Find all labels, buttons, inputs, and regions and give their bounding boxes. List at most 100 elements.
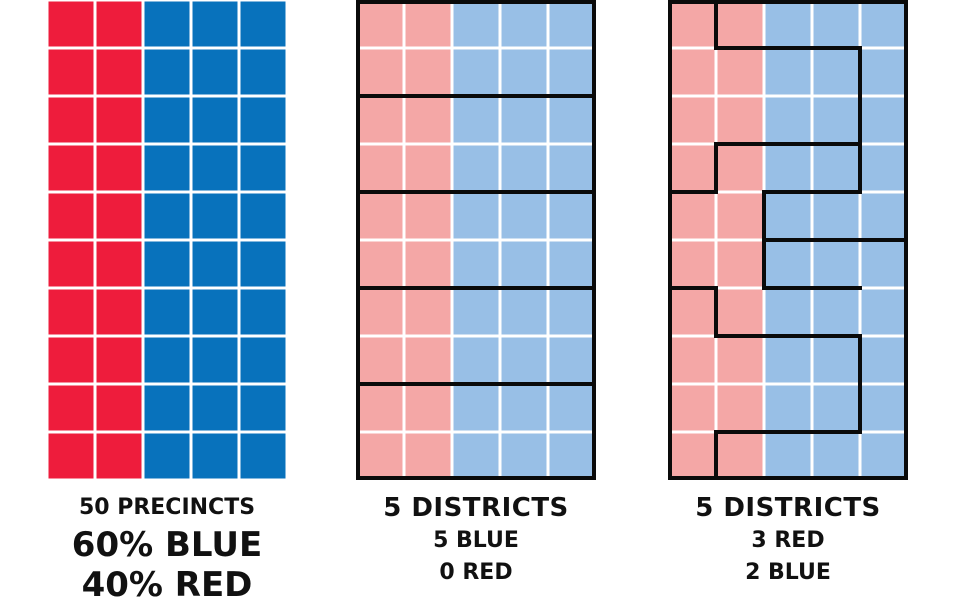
red-precinct bbox=[669, 97, 715, 143]
red-precinct bbox=[717, 433, 763, 479]
blue-precinct bbox=[861, 337, 907, 383]
blue-precinct bbox=[144, 193, 190, 239]
blue-precinct bbox=[453, 289, 499, 335]
red-precinct bbox=[405, 289, 451, 335]
red-precinct bbox=[96, 241, 142, 287]
blue-precinct bbox=[861, 241, 907, 287]
blue-precinct bbox=[144, 385, 190, 431]
blue-precinct bbox=[861, 289, 907, 335]
blue-precinct bbox=[240, 289, 286, 335]
gerrymandered-district-grid bbox=[668, 0, 908, 480]
fair-districts-blue-count: 5 BLUE bbox=[433, 528, 519, 553]
blue-precinct bbox=[144, 241, 190, 287]
red-precinct bbox=[357, 337, 403, 383]
red-precinct bbox=[96, 289, 142, 335]
red-precinct bbox=[96, 145, 142, 191]
precinct-count-label: 50 PRECINCTS bbox=[78, 495, 256, 520]
blue-precinct bbox=[501, 1, 547, 47]
blue-precinct bbox=[192, 145, 238, 191]
red-precinct bbox=[96, 97, 142, 143]
blue-precinct bbox=[192, 289, 238, 335]
blue-precinct bbox=[765, 433, 811, 479]
red-precinct bbox=[669, 241, 715, 287]
red-precinct bbox=[717, 193, 763, 239]
blue-precinct bbox=[501, 145, 547, 191]
blue-precinct bbox=[549, 385, 595, 431]
gerrymandered-panel: 5 DISTRICTS 3 RED 2 BLUE bbox=[668, 0, 908, 584]
red-precinct bbox=[717, 49, 763, 95]
blue-precinct bbox=[765, 289, 811, 335]
blue-precinct bbox=[549, 145, 595, 191]
red-precinct bbox=[717, 1, 763, 47]
blue-precinct bbox=[813, 241, 859, 287]
blue-precinct bbox=[192, 241, 238, 287]
red-precinct bbox=[96, 385, 142, 431]
blue-precinct bbox=[501, 289, 547, 335]
district-boundary bbox=[668, 286, 862, 480]
blue-precinct bbox=[861, 49, 907, 95]
red-precinct bbox=[669, 1, 715, 47]
red-precinct bbox=[48, 433, 94, 479]
red-precinct bbox=[405, 337, 451, 383]
red-precinct bbox=[717, 385, 763, 431]
red-precinct bbox=[48, 97, 94, 143]
blue-precinct bbox=[861, 433, 907, 479]
red-precinct bbox=[669, 289, 715, 335]
blue-precinct bbox=[192, 385, 238, 431]
blue-precinct bbox=[453, 49, 499, 95]
red-precinct bbox=[357, 97, 403, 143]
blue-precinct bbox=[765, 1, 811, 47]
red-precinct bbox=[96, 433, 142, 479]
blue-precinct bbox=[765, 385, 811, 431]
blue-precinct bbox=[765, 97, 811, 143]
red-share-label: 40% RED bbox=[81, 565, 253, 605]
blue-precinct bbox=[144, 145, 190, 191]
red-precinct bbox=[717, 241, 763, 287]
blue-precinct bbox=[240, 145, 286, 191]
blue-precinct bbox=[813, 289, 859, 335]
red-precinct bbox=[357, 241, 403, 287]
blue-precinct bbox=[813, 433, 859, 479]
red-precinct bbox=[717, 145, 763, 191]
blue-precinct bbox=[192, 337, 238, 383]
blue-precinct bbox=[240, 241, 286, 287]
blue-precinct bbox=[240, 433, 286, 479]
red-precinct bbox=[357, 193, 403, 239]
blue-precinct bbox=[144, 433, 190, 479]
blue-precinct bbox=[453, 97, 499, 143]
red-precinct bbox=[96, 193, 142, 239]
red-precinct bbox=[669, 49, 715, 95]
blue-precinct bbox=[813, 385, 859, 431]
red-precinct bbox=[357, 289, 403, 335]
state-outline bbox=[356, 0, 596, 480]
red-precinct bbox=[48, 241, 94, 287]
blue-precinct bbox=[144, 1, 190, 47]
gerrymandered-blue-count: 2 BLUE bbox=[745, 560, 831, 585]
red-precinct bbox=[405, 145, 451, 191]
red-precinct bbox=[717, 289, 763, 335]
blue-precinct bbox=[453, 1, 499, 47]
blue-precinct bbox=[549, 433, 595, 479]
blue-precinct bbox=[549, 241, 595, 287]
red-precinct bbox=[48, 49, 94, 95]
blue-precinct bbox=[549, 49, 595, 95]
blue-precinct bbox=[240, 49, 286, 95]
precincts-panel: 50 PRECINCTS 60% BLUE 40% RED bbox=[47, 0, 287, 602]
red-precinct bbox=[357, 145, 403, 191]
red-precinct bbox=[405, 97, 451, 143]
blue-precinct bbox=[765, 193, 811, 239]
blue-precinct bbox=[192, 97, 238, 143]
red-precinct bbox=[48, 337, 94, 383]
red-precinct bbox=[669, 193, 715, 239]
blue-precinct bbox=[765, 241, 811, 287]
blue-precinct bbox=[240, 337, 286, 383]
red-precinct bbox=[48, 145, 94, 191]
red-precinct bbox=[357, 49, 403, 95]
blue-precinct bbox=[501, 49, 547, 95]
blue-precinct bbox=[861, 385, 907, 431]
district-boundary bbox=[762, 238, 862, 290]
fair-district-grid-svg bbox=[356, 0, 596, 480]
blue-precinct bbox=[501, 385, 547, 431]
red-precinct bbox=[96, 1, 142, 47]
blue-precinct bbox=[144, 337, 190, 383]
